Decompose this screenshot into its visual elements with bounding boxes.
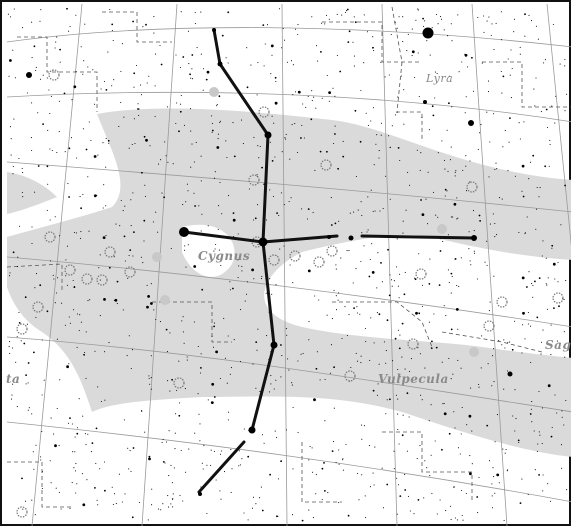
bright-stars (26, 27, 513, 496)
label-left-fragment: ta (6, 372, 20, 386)
coordinate-grid (6, 3, 571, 527)
label-sagitta-fragment: Sag (545, 338, 571, 352)
delta-cyg-star (264, 131, 272, 139)
iota-cyg-star (217, 61, 223, 67)
eta-cyg-star (270, 341, 278, 349)
albireo-star (248, 426, 256, 434)
cygnus-stick-figure (182, 28, 476, 494)
label-vulpecula: Vulpecula (378, 372, 449, 386)
constellation-labels: Cygnus Vulpecula Lyra Sag ta (6, 72, 571, 386)
deneb-star (179, 227, 189, 237)
epsilon-cyg-star (471, 235, 477, 241)
background-stars (7, 7, 568, 522)
constellation-boundaries (6, 6, 571, 508)
deep-sky-objects (16, 69, 564, 518)
label-lyra: Lyra (425, 72, 453, 85)
sadr-star (258, 237, 268, 247)
kappa-cyg-star (212, 28, 216, 32)
label-cygnus: Cygnus (198, 249, 250, 263)
milky-way (7, 108, 571, 457)
vega-star (422, 27, 434, 39)
